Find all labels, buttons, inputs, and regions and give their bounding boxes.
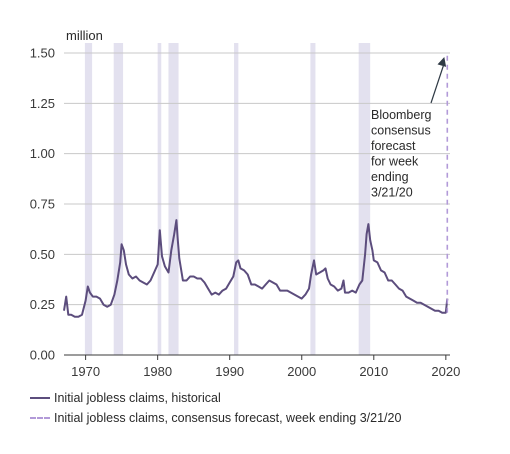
y-tick-label: 0.75 — [30, 197, 55, 212]
recession-band — [310, 43, 316, 355]
x-tick-label: 2020 — [431, 364, 460, 379]
legend-item-historical: Initial jobless claims, historical — [30, 388, 401, 408]
legend-swatch-forecast — [30, 417, 50, 419]
recession-band — [113, 43, 124, 355]
annotation-line: ending — [371, 170, 409, 184]
y-tick-label: 1.00 — [30, 146, 55, 161]
legend-swatch-historical — [30, 397, 50, 399]
recession-bands — [84, 43, 371, 355]
series-lines — [63, 53, 449, 318]
annotation-arrow-head — [437, 57, 447, 67]
x-tick-label: 1980 — [143, 364, 172, 379]
legend-label-historical: Initial jobless claims, historical — [54, 391, 221, 405]
x-tick-label: 2000 — [287, 364, 316, 379]
grid-lines — [64, 52, 450, 356]
recession-band — [358, 43, 371, 355]
annotation-line: for week — [371, 155, 419, 169]
annotation-line: forecast — [371, 139, 416, 153]
y-tick-label: 0.25 — [30, 297, 55, 312]
y-unit-label: million — [66, 28, 103, 43]
y-tick-label: 1.25 — [30, 96, 55, 111]
legend-label-forecast: Initial jobless claims, consensus foreca… — [54, 411, 402, 425]
legend-item-forecast: Initial jobless claims, consensus foreca… — [30, 408, 401, 428]
recession-band — [168, 43, 179, 355]
annotation-line: Bloomberg — [371, 108, 431, 122]
x-tick-label: 2010 — [359, 364, 388, 379]
legend: Initial jobless claims, historical Initi… — [30, 388, 401, 428]
y-tick-label: 1.50 — [30, 46, 55, 61]
annotation-arrow-line — [430, 62, 445, 104]
recession-band — [84, 43, 93, 355]
y-tick-label: 0.50 — [30, 247, 55, 262]
series-line-historical — [63, 219, 449, 318]
recession-band — [234, 43, 239, 355]
annotation-line: 3/21/20 — [371, 186, 413, 200]
axes: 0.00 0.25 0.50 0.75 1.00 1.25 1.50 million 1970 1… — [30, 28, 461, 379]
x-tick-label: 1970 — [71, 364, 100, 379]
y-tick-label: 0.00 — [30, 348, 55, 363]
recession-band — [157, 43, 162, 355]
x-tick-label: 1990 — [215, 364, 244, 379]
annotation-line: consensus — [371, 124, 431, 138]
